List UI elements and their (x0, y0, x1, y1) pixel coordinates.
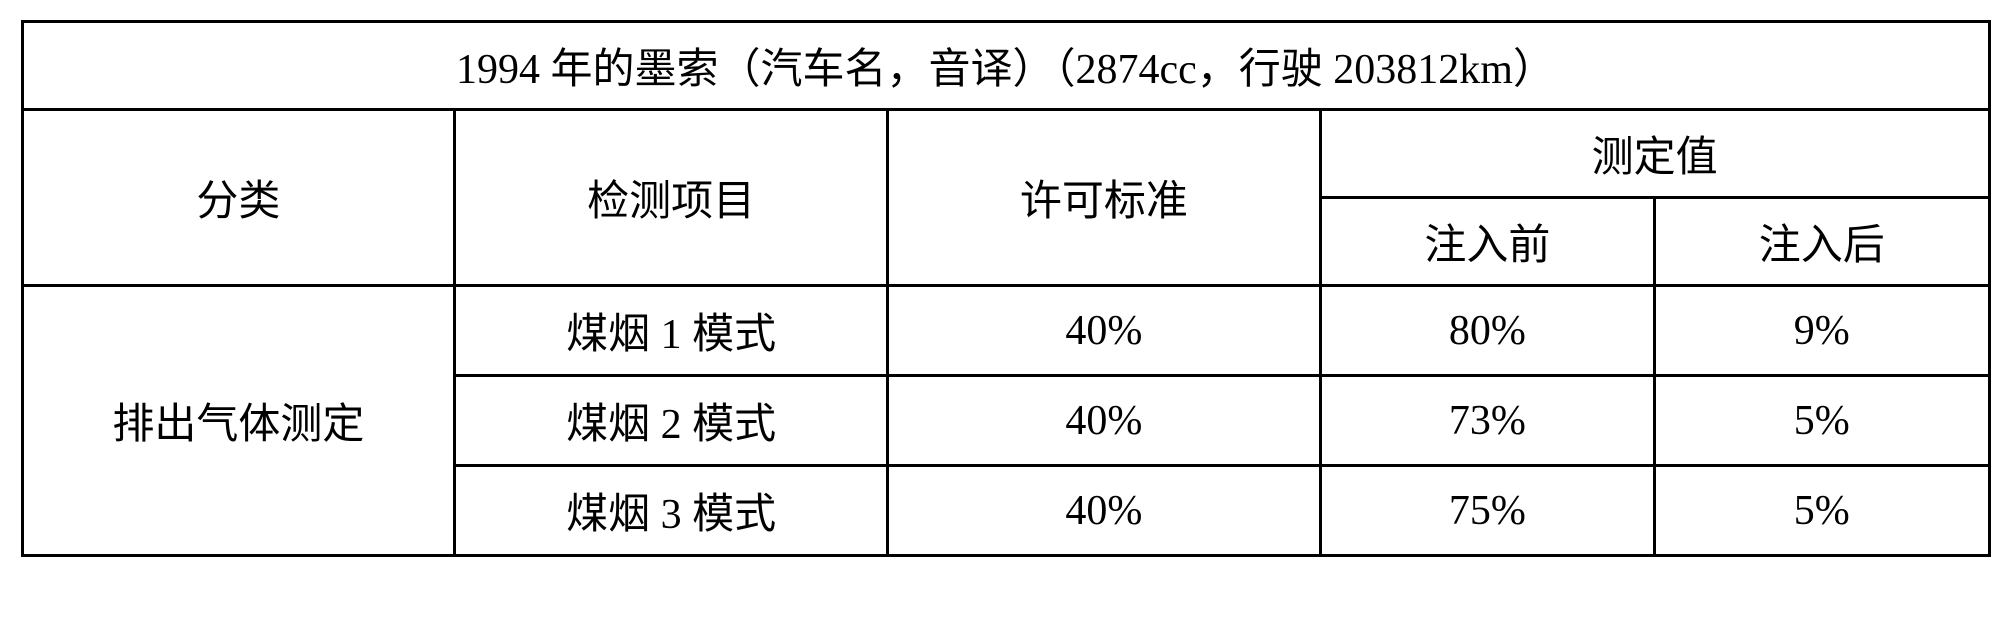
before-cell: 75% (1320, 466, 1654, 556)
item-cell: 煤烟 2 模式 (455, 376, 888, 466)
table-title: 1994 年的墨索（汽车名，音译）（2874cc，行驶 203812km） (22, 22, 1989, 110)
table-row: 排出气体测定 煤烟 1 模式 40% 80% 9% (22, 286, 1989, 376)
header-measured-value: 测定值 (1320, 110, 1989, 198)
header-permit-standard: 许可标准 (887, 110, 1320, 286)
before-cell: 80% (1320, 286, 1654, 376)
after-cell: 5% (1655, 376, 1989, 466)
item-cell: 煤烟 1 模式 (455, 286, 888, 376)
header-after: 注入后 (1655, 198, 1989, 286)
table-header-row: 分类 检测项目 许可标准 测定值 (22, 110, 1989, 198)
after-cell: 5% (1655, 466, 1989, 556)
header-category: 分类 (22, 110, 455, 286)
standard-cell: 40% (887, 376, 1320, 466)
table-title-row: 1994 年的墨索（汽车名，音译）（2874cc，行驶 203812km） (22, 22, 1989, 110)
emission-test-table: 1994 年的墨索（汽车名，音译）（2874cc，行驶 203812km） 分类… (21, 20, 1991, 557)
item-cell: 煤烟 3 模式 (455, 466, 888, 556)
emission-test-table-container: 1994 年的墨索（汽车名，音译）（2874cc，行驶 203812km） 分类… (21, 20, 1991, 557)
after-cell: 9% (1655, 286, 1989, 376)
standard-cell: 40% (887, 286, 1320, 376)
before-cell: 73% (1320, 376, 1654, 466)
standard-cell: 40% (887, 466, 1320, 556)
header-before: 注入前 (1320, 198, 1654, 286)
category-cell: 排出气体测定 (22, 286, 455, 556)
header-test-item: 检测项目 (455, 110, 888, 286)
